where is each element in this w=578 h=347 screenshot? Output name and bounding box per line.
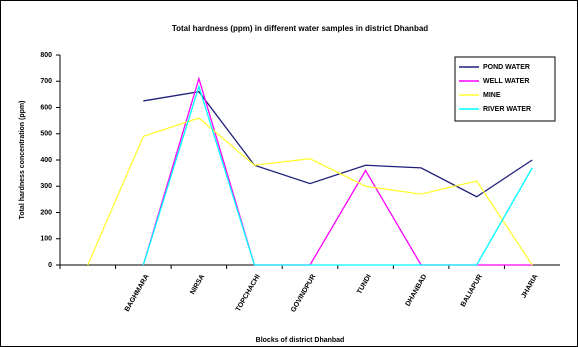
y-tick-label: 600: [40, 104, 52, 111]
y-tick-label: 700: [40, 78, 52, 85]
chart-title: Total hardness (ppm) in different water …: [172, 24, 428, 33]
y-tick-label: 400: [40, 157, 52, 164]
legend-label: WELL WATER: [483, 78, 529, 85]
y-tick-label: 300: [40, 183, 52, 190]
y-axis-title: Total hardness concentration (ppm): [19, 101, 26, 220]
legend-label: POND WATER: [483, 64, 530, 71]
series-line: [143, 91, 533, 198]
y-tick-label: 0: [48, 262, 52, 269]
legend-label: RIVER WATER: [483, 106, 531, 113]
series-line: [142, 84, 533, 266]
legend-label: MINE: [483, 92, 501, 99]
x-axis-title: Blocks of district Dhanbad: [256, 337, 345, 344]
y-tick-label: 100: [40, 236, 52, 243]
y-tick-label: 200: [40, 209, 52, 216]
y-tick-label: 800: [40, 52, 52, 59]
y-tick-label: 500: [40, 131, 52, 138]
series-line: [87, 117, 533, 266]
